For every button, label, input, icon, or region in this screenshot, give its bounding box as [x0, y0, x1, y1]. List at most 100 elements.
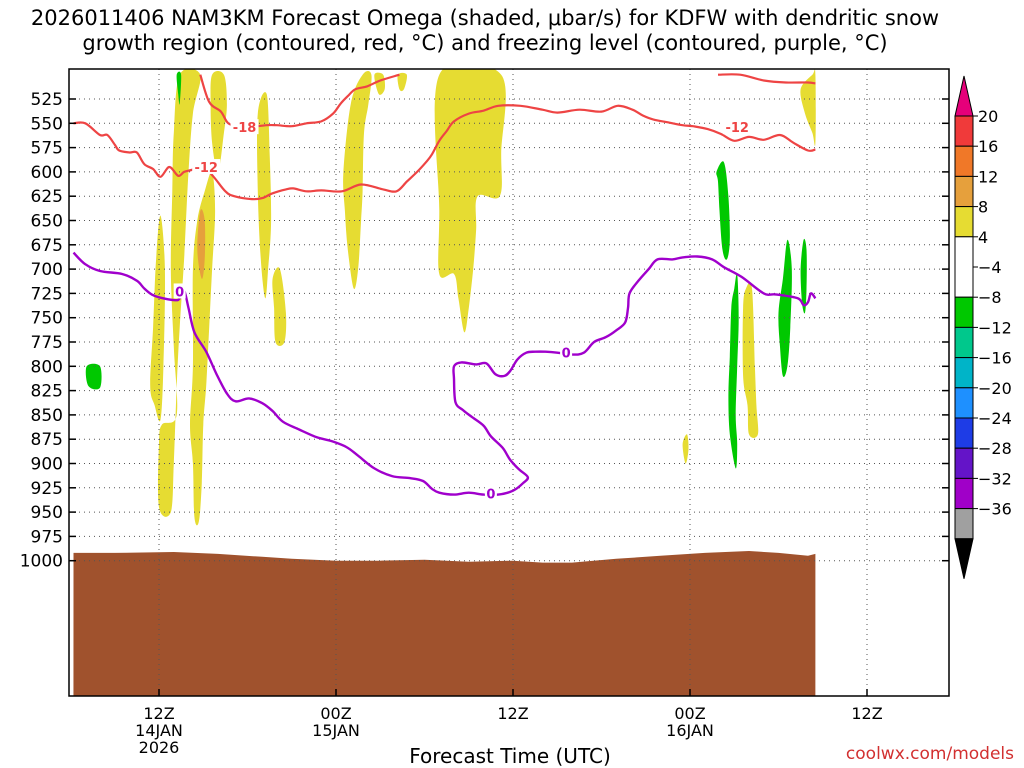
colorbar-label: −16	[978, 349, 1012, 368]
x-tick-label: 12Z	[497, 704, 528, 723]
x-tick-label: 15JAN	[312, 721, 360, 740]
colorbar-label: 16	[978, 137, 998, 156]
contour-label-bg	[723, 119, 752, 135]
omega-region	[778, 239, 792, 378]
colorbar-label: −12	[978, 318, 1012, 337]
plot-frame	[68, 68, 950, 697]
y-tick-label: 775	[31, 333, 63, 353]
y-tick-label: 725	[31, 284, 63, 304]
colorbar-label: 12	[978, 167, 998, 186]
y-tick-label: 900	[31, 455, 63, 475]
freezing-level-line	[72, 251, 817, 497]
axes-layer: 525 550 575 600 625 650 675 700 725 750 775 800 825 8…	[20, 68, 950, 757]
colorbar-label: −36	[978, 500, 1012, 519]
title-line-1: 2026011406 NAM3KM Forecast Omega (shaded…	[30, 6, 940, 30]
y-tick-label: 550	[31, 114, 63, 134]
omega-region	[800, 238, 807, 314]
y-tick-label: 700	[31, 260, 63, 280]
contour-label: -12	[725, 121, 749, 136]
contour-label: -12	[194, 161, 218, 176]
omega-region	[272, 267, 287, 346]
x-tick-label: 12Z	[851, 704, 882, 723]
colorbar-bin	[954, 206, 974, 238]
omega-region	[197, 209, 206, 279]
y-tick-label: 525	[31, 90, 63, 110]
surface-ground	[73, 551, 816, 696]
y-tick-label: 675	[31, 236, 63, 256]
omega-region	[800, 69, 816, 147]
colorbar-label: −4	[978, 258, 1002, 277]
colorbar-label: 4	[978, 228, 988, 247]
colorbar-bin	[954, 417, 974, 449]
y-tick-label: 600	[31, 163, 63, 183]
colorbar-over-triangle	[954, 75, 974, 117]
colorbar-bin	[954, 236, 974, 298]
colorbar-label: −32	[978, 469, 1012, 488]
colorbar-label: −24	[978, 409, 1012, 428]
colorbar-bin	[954, 357, 974, 389]
contour-label: -18	[233, 121, 257, 136]
contour-label: 0	[175, 285, 184, 300]
contour-label-bg	[173, 283, 186, 299]
omega-region	[257, 92, 272, 299]
y-tick-label: 1000	[20, 552, 63, 572]
omega-region	[728, 272, 739, 469]
omega-region	[85, 363, 102, 390]
dgz-contour-line	[73, 104, 816, 201]
x-axis-title: Forecast Time (UTC)	[409, 744, 611, 768]
grid-layer	[69, 69, 949, 696]
colorbar-bin	[954, 508, 974, 540]
colorbar-bin	[954, 447, 974, 479]
colorbar-label: −20	[978, 379, 1012, 398]
colorbar-under-triangle	[954, 538, 974, 579]
colorbar: 20 16 12 8 4 −4 −8 −12 −16 −20 −24 −28 −32 −36	[954, 75, 1012, 579]
omega-region	[176, 71, 182, 105]
omega-region	[150, 215, 166, 422]
y-tick-label: 975	[31, 527, 63, 547]
colorbar-label: −28	[978, 439, 1012, 458]
omega-region	[210, 71, 227, 172]
dgz-contour-line	[199, 73, 400, 129]
colorbar-bin	[954, 175, 974, 208]
colorbar-bin	[954, 477, 974, 510]
dgz-contour-line	[717, 73, 816, 85]
contour-label-bg	[484, 485, 497, 501]
contour-layer: -18 -12 -12 0 0 0	[72, 73, 817, 503]
x-tick-label: 12Z	[143, 704, 174, 723]
credit-text: coolwx.com/models	[845, 744, 1014, 764]
title-line-2: growth region (contoured, red, °C) and f…	[82, 31, 888, 55]
y-tick-label: 925	[31, 479, 63, 499]
contour-label-bg	[192, 159, 221, 175]
colorbar-bin	[954, 326, 974, 359]
omega-region	[434, 69, 506, 333]
colorbar-bin	[954, 387, 974, 419]
omega-region	[716, 161, 730, 260]
colorbar-label: −8	[978, 288, 1002, 307]
omega-region	[397, 72, 408, 92]
contour-label: 0	[486, 488, 495, 503]
y-tick-label: 750	[31, 309, 63, 329]
x-tick-label: 00Z	[674, 704, 705, 723]
omega-region	[742, 281, 759, 438]
y-tick-label: 850	[31, 406, 63, 426]
y-tick-label: 625	[31, 187, 63, 207]
contour-label: 0	[562, 347, 571, 362]
y-tick-label: 575	[31, 139, 63, 159]
omega-shading-layer	[73, 69, 816, 696]
x-tick-label: 00Z	[320, 704, 351, 723]
contour-label-bg	[560, 344, 573, 360]
y-tick-label: 875	[31, 430, 63, 450]
colorbar-bin	[954, 145, 974, 177]
colorbar-label: 8	[978, 198, 988, 217]
omega-region	[190, 171, 216, 526]
colorbar-bin	[954, 115, 974, 147]
chart-title: 2026011406 NAM3KM Forecast Omega (shaded…	[0, 6, 970, 56]
colorbar-bin	[954, 296, 974, 328]
y-tick-label: 825	[31, 382, 63, 402]
omega-region	[682, 434, 689, 464]
x-tick-label: 16JAN	[666, 721, 714, 740]
omega-region	[374, 72, 386, 95]
contour-label-bg	[230, 119, 259, 135]
x-tick-label: 14JAN	[135, 721, 183, 740]
